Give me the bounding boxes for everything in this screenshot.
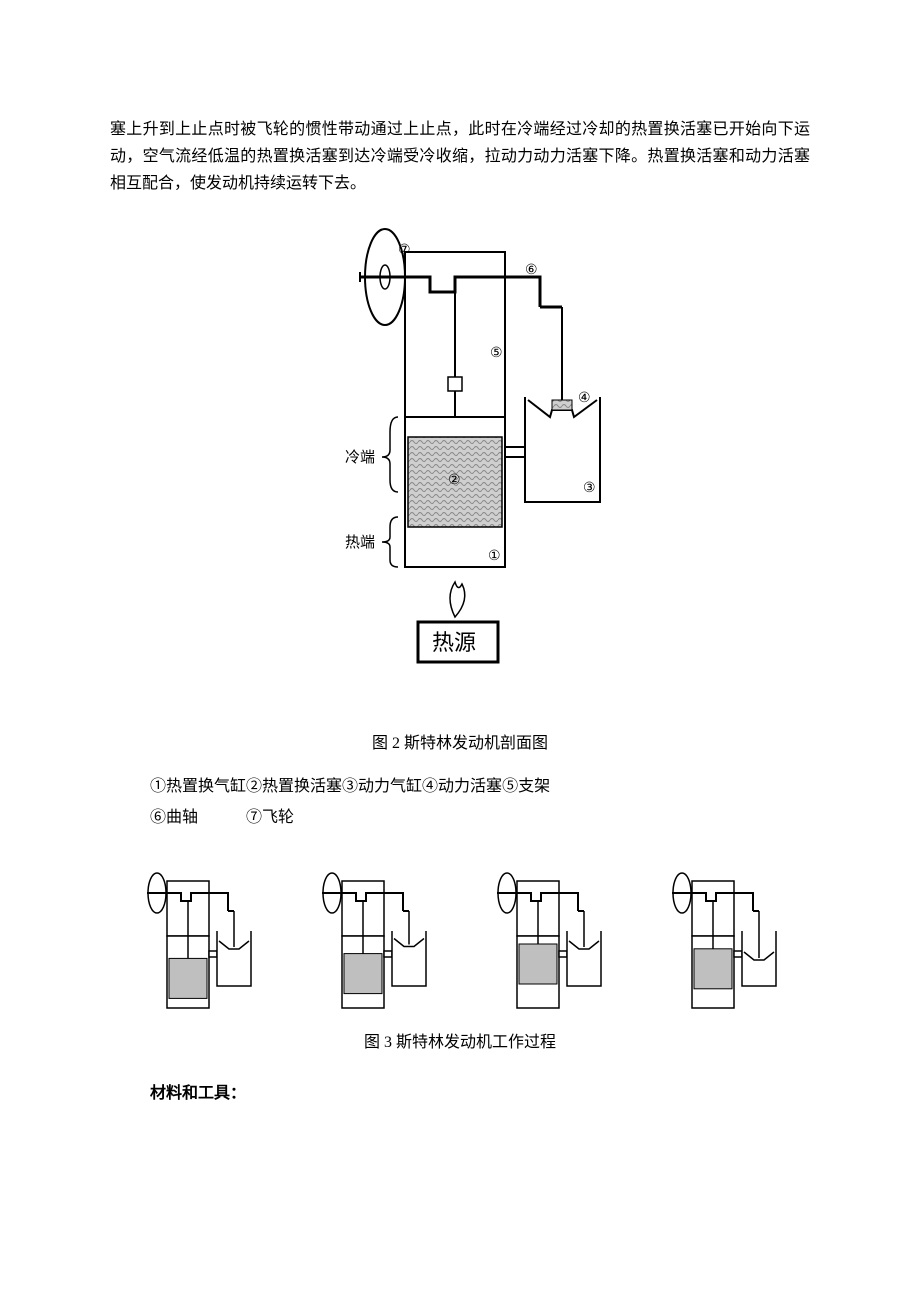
figure-3 — [110, 871, 810, 1021]
svg-text:冷端: 冷端 — [345, 449, 375, 466]
legend-item: ③动力气缸 — [342, 778, 422, 795]
svg-text:⑥: ⑥ — [525, 263, 538, 278]
legend-item: ④动力活塞 — [422, 778, 502, 795]
legend-item: ⑥曲轴 — [150, 809, 198, 826]
legend-item: ①热置换气缸 — [150, 778, 246, 795]
body-paragraph: 塞上升到上止点时被飞轮的惯性带动通过上止点，此时在冷端经过冷却的热置换活塞已开始… — [110, 116, 810, 198]
svg-text:⑤: ⑤ — [490, 346, 503, 361]
legend-item: ⑦飞轮 — [246, 809, 294, 826]
figure-2: ⑦⑤⑥②①冷端热端③④热源 — [110, 222, 810, 722]
svg-text:④: ④ — [578, 391, 591, 406]
phase-diagram — [133, 871, 263, 1021]
figure-2-legend: ①热置换气缸②热置换活塞③动力气缸④动力活塞⑤支架 ⑥曲轴 ⑦飞轮 — [110, 773, 810, 831]
svg-text:①: ① — [488, 549, 501, 564]
svg-text:②: ② — [448, 473, 461, 488]
phase-diagram — [308, 871, 438, 1021]
phase-diagram — [658, 871, 788, 1021]
legend-item: ⑤支架 — [502, 778, 550, 795]
materials-heading: 材料和工具： — [150, 1080, 810, 1107]
legend-item: ②热置换活塞 — [246, 778, 342, 795]
figure-3-caption: 图 3 斯特林发动机工作过程 — [110, 1029, 810, 1056]
svg-text:热端: 热端 — [345, 534, 375, 551]
svg-text:③: ③ — [583, 481, 596, 496]
phase-diagram — [483, 871, 613, 1021]
svg-text:热源: 热源 — [432, 630, 476, 655]
figure-2-caption: 图 2 斯特林发动机剖面图 — [110, 730, 810, 757]
